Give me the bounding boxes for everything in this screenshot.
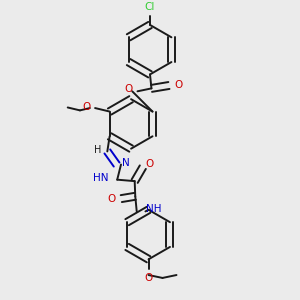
Text: HN: HN bbox=[93, 173, 109, 183]
Text: N: N bbox=[122, 158, 130, 168]
Text: Cl: Cl bbox=[145, 2, 155, 12]
Text: O: O bbox=[107, 194, 116, 204]
Text: O: O bbox=[145, 159, 153, 169]
Text: H: H bbox=[94, 145, 101, 155]
Text: O: O bbox=[124, 84, 132, 94]
Text: NH: NH bbox=[146, 204, 161, 214]
Text: O: O bbox=[82, 102, 91, 112]
Text: O: O bbox=[144, 273, 153, 283]
Text: O: O bbox=[175, 80, 183, 91]
